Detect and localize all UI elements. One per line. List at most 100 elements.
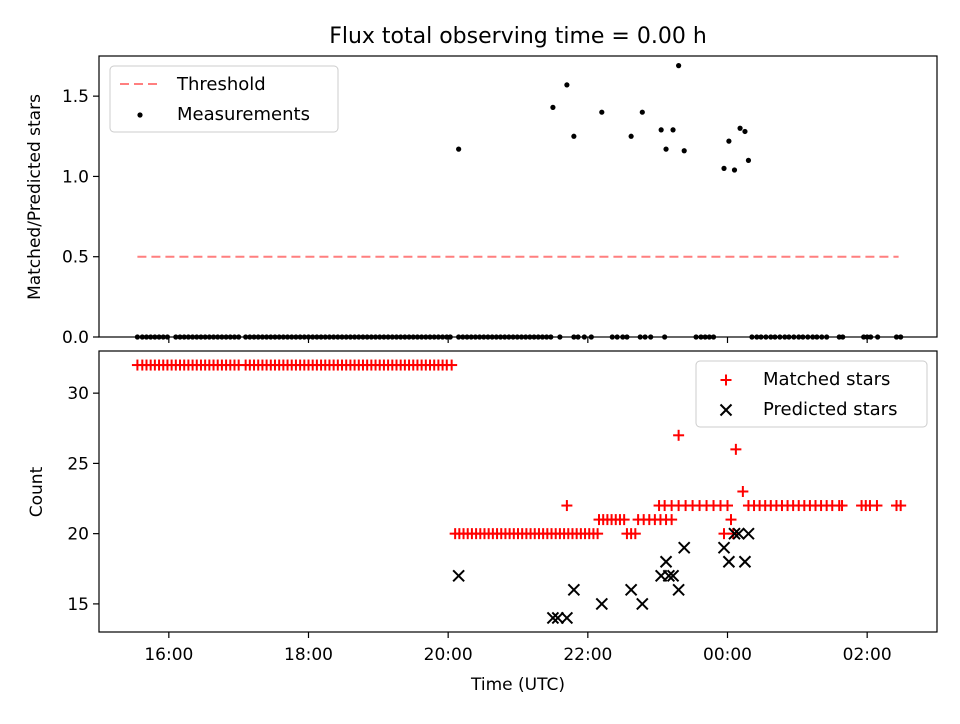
measurement-point-zero [339,334,345,340]
predicted-star-point [595,597,609,611]
bottom-legend: Matched stars Predicted stars [695,360,928,428]
measurement-point-zero [314,334,320,340]
measurement-point-zero [202,334,208,340]
measurement-point [721,165,727,171]
measurement-point-zero [305,334,312,340]
bottom-x-tick-label: 02:00 [843,645,892,665]
measurement-point-zero [581,334,587,340]
measurement-point-zero [322,334,328,340]
measurement-point-zero [251,334,257,340]
measurement-point-zero [814,334,820,340]
measurement-point-zero [539,334,546,340]
measurement-point-zero [637,334,643,340]
bottom-y-axis: 15 20 25 30 [67,384,99,615]
measurement-point-zero [893,334,900,340]
matched-star-point [629,528,641,540]
legend-threshold-label: Threshold [176,74,266,95]
matched-star-point [673,429,685,441]
bottom-x-axis: 16:00 18:00 20:00 22:00 00:00 02:00 [144,632,892,665]
measurement-point-zero [419,334,425,340]
measurement-point [670,127,676,133]
measurement-point-zero [219,334,225,340]
measurement-point-zero [372,334,379,340]
measurement-point-zero [456,334,462,340]
measurement-point-zero [800,334,806,340]
measurement-point-zero [557,334,563,340]
measurement-point-zero [460,334,466,340]
measurement-point-zero [588,334,594,340]
measurement-point-zero [406,334,412,340]
matched-stars-points [131,359,907,540]
predicted-stars-points [452,527,755,625]
predicted-star-point [672,583,685,597]
measurement-point-zero [875,334,881,340]
measurement-point-zero [782,334,788,340]
measurement-point [639,109,645,115]
measurement-point-zero [368,334,374,340]
measurement-point-zero [198,334,204,340]
measurement-point-zero [464,334,470,340]
measurement-point [456,146,462,152]
top-y-tick-label: 0.0 [62,328,89,348]
measurement-point-zero [297,334,303,340]
measurement-point-zero [423,334,429,340]
measurement-point-zero [531,334,537,340]
bottom-x-tick-label: 22:00 [563,645,612,665]
measurement-point-zero [289,334,295,340]
measurement-point-zero [502,334,508,340]
measurement-point-zero [749,334,755,340]
measurement-point-zero [210,334,217,340]
predicted-star-point [551,611,565,625]
measurement-point [663,146,669,152]
matched-star-point [561,500,573,512]
measurement-point-zero [485,334,491,340]
measurement-point-zero [255,334,261,340]
bottom-y-tick-label: 20 [67,525,89,545]
matched-star-point [666,514,678,526]
top-y-tick-label: 1.5 [62,87,89,107]
measurement-point-zero [840,334,846,340]
measurement-point-zero [402,334,408,340]
measurement-point [658,127,664,133]
matched-star-point [725,514,737,526]
top-panel: 0.0 0.5 1.0 1.5 Matched/Predicted stars Thr… [25,55,938,348]
measurement-point-zero [523,334,529,340]
measurement-point [550,104,556,110]
measurement-point-zero [447,334,453,340]
predicted-star-point [567,583,581,597]
measurement-point-zero [518,334,525,340]
measurement-point-zero [571,334,577,340]
measurement-point-zero [758,334,764,340]
predicted-star-point [722,555,736,568]
measurement-point [745,157,752,163]
measurement-point-zero [609,334,615,340]
measurement-point-zero [276,334,282,340]
measurement-point-zero [435,334,441,340]
measurement-point-zero [351,334,358,340]
measurement-point-zero [360,334,366,340]
matched-star-point [618,514,630,526]
measurement-point-zero [398,334,404,340]
predicted-star-point [728,527,741,540]
measurement-point-zero [206,334,212,340]
measurement-point-zero [506,334,512,340]
legend-matched-symbol [720,374,732,386]
measurement-point-zero [527,334,533,340]
matched-star-point [722,500,733,512]
measurement-point-zero [215,334,221,340]
measurement-point-zero [343,334,349,340]
measurement-point-zero [364,334,370,340]
legend-predicted-label: Predicted stars [763,399,897,420]
bottom-x-tick-label: 00:00 [703,645,752,665]
bottom-y-axis-label: Count [27,466,47,517]
measurement-point-zero [754,334,760,340]
measurement-point-zero [134,334,141,340]
measurement-point-zero [786,334,792,340]
legend-matched-marker [720,374,732,386]
measurement-point-zero [510,334,516,340]
measurement-points [456,63,752,173]
measurement-point-zero [481,334,487,340]
predicted-star-point [732,527,745,540]
measurement-point-zero [223,334,229,340]
measurement-point-zero [385,334,391,340]
